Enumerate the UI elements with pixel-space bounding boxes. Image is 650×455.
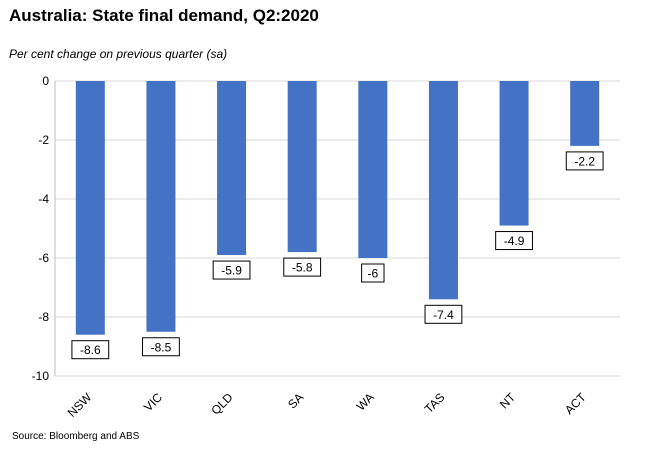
x-tick-label: SA xyxy=(285,390,306,411)
data-label: -4.9 xyxy=(504,234,525,248)
y-tick-label: -10 xyxy=(32,369,50,383)
bar-nt xyxy=(499,81,529,226)
data-label-box xyxy=(212,260,251,280)
bar-wa xyxy=(358,81,388,258)
data-label: -6 xyxy=(367,267,378,281)
data-label: -2.2 xyxy=(574,154,595,168)
chart-subtitle: Per cent change on previous quarter (sa) xyxy=(9,47,228,61)
data-label: -8.5 xyxy=(151,340,172,354)
y-tick-label: -8 xyxy=(38,310,49,324)
x-tick-label: TAS xyxy=(422,390,448,416)
y-tick-label: -2 xyxy=(38,133,49,147)
data-label: -5.8 xyxy=(292,261,313,275)
bar-sa xyxy=(287,81,317,253)
y-tick-label: -4 xyxy=(38,192,49,206)
chart-title: Australia: State final demand, Q2:2020 xyxy=(9,6,319,25)
x-tick-label: WA xyxy=(354,390,377,413)
data-label-box xyxy=(424,304,463,324)
bar-vic xyxy=(146,81,176,332)
bar-act xyxy=(570,81,600,146)
data-label: -5.9 xyxy=(221,264,242,278)
data-label-box xyxy=(565,151,604,171)
x-tick-label: NSW xyxy=(65,390,95,420)
data-label-box xyxy=(495,231,533,251)
x-tick-label: ACT xyxy=(562,390,589,417)
x-tick-label: NT xyxy=(497,390,519,412)
data-label: -8.6 xyxy=(80,343,101,357)
bar-tas xyxy=(428,81,458,300)
x-tick-label: VIC xyxy=(141,390,165,414)
x-tick-label: QLD xyxy=(208,390,236,418)
y-tick-label: -6 xyxy=(38,251,49,265)
data-label-box xyxy=(71,340,110,360)
data-label-box xyxy=(142,337,180,357)
y-tick-label: 0 xyxy=(42,74,49,88)
data-label: -7.4 xyxy=(433,308,454,322)
bar-qld xyxy=(217,81,247,256)
bar-nsw xyxy=(75,81,105,335)
source-note: Source: Bloomberg and ABS xyxy=(12,431,140,442)
data-label-box xyxy=(361,263,385,283)
data-label-box xyxy=(283,257,322,277)
